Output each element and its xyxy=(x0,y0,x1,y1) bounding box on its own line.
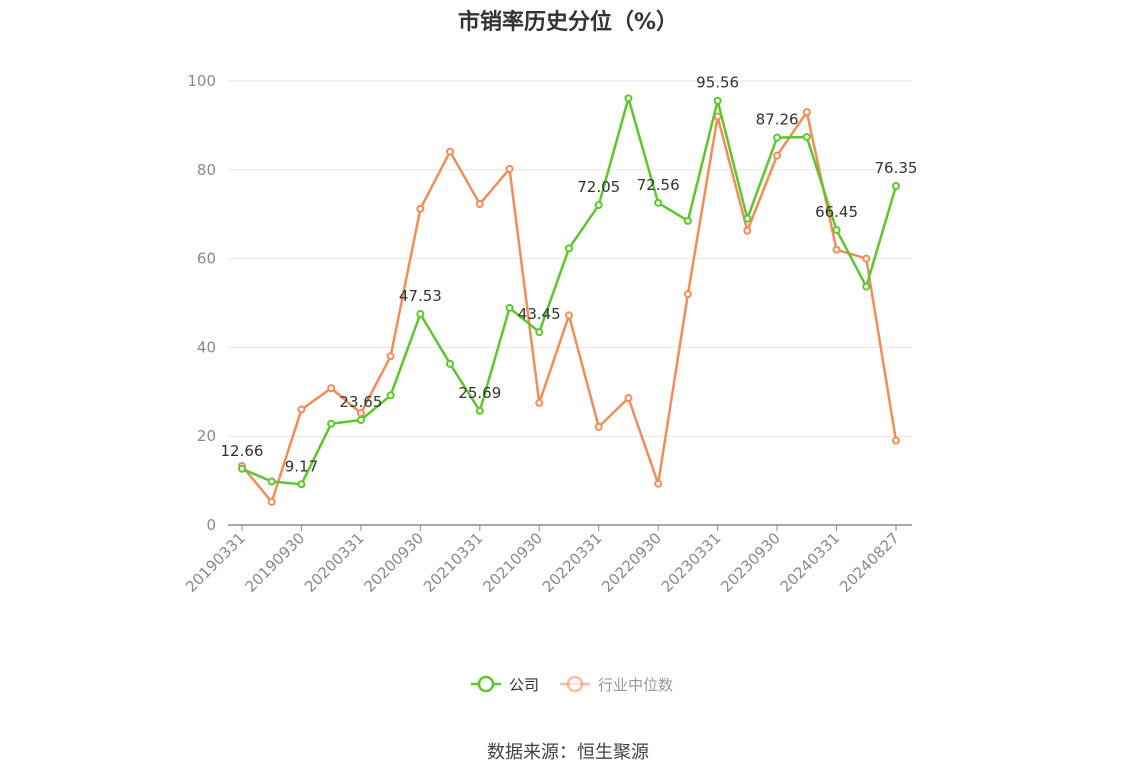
x-tick-label: 20200930 xyxy=(360,529,427,596)
data-point-company xyxy=(505,303,514,312)
data-point-company xyxy=(624,94,633,103)
data-point-industry xyxy=(743,226,752,235)
y-tick-label: 40 xyxy=(197,338,216,356)
x-tick-label: 20230930 xyxy=(717,529,784,596)
data-point-company xyxy=(238,464,246,473)
data-point-company xyxy=(535,328,544,337)
data-label: 25.69 xyxy=(458,384,501,402)
data-point-industry xyxy=(892,436,900,445)
x-tick-label: 20240827 xyxy=(836,529,903,596)
x-tick-label: 20200331 xyxy=(301,529,368,596)
y-tick-label: 100 xyxy=(187,72,216,90)
x-tick-label: 20220930 xyxy=(598,529,665,596)
y-tick-label: 20 xyxy=(197,427,216,445)
data-point-industry xyxy=(802,108,811,117)
legend: 公司 行业中位数 xyxy=(471,675,673,694)
x-tick-label: 20190930 xyxy=(242,529,309,596)
series-line-company xyxy=(241,97,898,486)
x-tick-label: 20220331 xyxy=(539,529,606,596)
data-label: 66.45 xyxy=(815,203,858,221)
data-label: 9.17 xyxy=(285,457,318,475)
data-point-company xyxy=(683,216,692,225)
x-tick-label: 20190331 xyxy=(182,529,249,596)
data-point-industry xyxy=(386,352,395,361)
data-label: 76.35 xyxy=(875,159,918,177)
legend-label: 公司 xyxy=(509,676,539,694)
data-point-company xyxy=(654,198,663,207)
data-point-industry xyxy=(713,112,722,121)
data-point-industry xyxy=(773,151,782,160)
x-tick-label: 20210930 xyxy=(479,529,546,596)
data-point-industry xyxy=(832,245,841,254)
grid-lines xyxy=(228,80,912,437)
series-lines xyxy=(238,94,900,506)
data-point-company xyxy=(356,415,365,424)
line-chart: 0 20 40 60 80 100 2019033120190930202003312020… xyxy=(182,72,918,694)
source-note: 数据来源：恒生聚源 xyxy=(487,742,649,763)
data-point-industry xyxy=(683,290,692,299)
data-point-industry xyxy=(565,311,573,320)
axes: 0 20 40 60 80 100 2019033120190930202003312020… xyxy=(182,72,912,596)
data-label: 87.26 xyxy=(756,111,799,129)
data-point-industry xyxy=(446,147,455,156)
data-point-company xyxy=(713,96,722,105)
y-tick-label: 80 xyxy=(197,161,216,179)
data-point-industry xyxy=(297,405,306,414)
data-point-industry xyxy=(475,199,484,208)
data-point-industry xyxy=(535,398,544,407)
data-point-industry xyxy=(267,497,276,506)
data-label: 72.05 xyxy=(577,178,620,196)
data-point-industry xyxy=(654,479,663,488)
data-point-company xyxy=(802,132,811,141)
data-point-company xyxy=(773,133,782,142)
data-point-industry xyxy=(356,409,365,418)
data-point-industry xyxy=(327,384,336,393)
x-tick-label: 20230331 xyxy=(658,529,725,596)
data-labels: 12.66 9.17 23.65 47.53 25.69 43.45 72.05 72.56 9… xyxy=(221,74,918,476)
data-label: 43.45 xyxy=(518,305,561,323)
data-point-company xyxy=(475,406,484,415)
data-point-industry xyxy=(862,254,871,263)
data-point-company xyxy=(594,201,603,210)
data-point-company xyxy=(832,225,841,234)
data-point-company xyxy=(416,309,425,318)
data-point-company xyxy=(862,282,871,291)
series-line-industry xyxy=(241,110,898,504)
legend-swatch-marker xyxy=(566,675,584,693)
data-point-company xyxy=(386,391,395,400)
data-label: 95.56 xyxy=(696,74,739,92)
x-tick-label: 20210331 xyxy=(420,529,487,596)
data-point-industry xyxy=(594,422,603,431)
legend-label: 行业中位数 xyxy=(598,676,673,694)
data-label: 23.65 xyxy=(339,393,382,411)
data-point-company xyxy=(743,214,752,223)
x-tick-label: 20240331 xyxy=(777,529,844,596)
data-point-company xyxy=(565,244,573,253)
data-point-company xyxy=(267,477,276,486)
data-point-industry xyxy=(505,164,514,173)
data-point-company xyxy=(327,419,336,428)
data-label: 72.56 xyxy=(637,176,680,194)
data-point-company xyxy=(446,359,455,368)
y-tick-label: 60 xyxy=(197,250,216,268)
chart-title: 市销率历史分位（%） xyxy=(457,10,679,35)
legend-swatch-marker xyxy=(477,675,495,693)
data-point-industry xyxy=(624,394,633,403)
data-point-industry xyxy=(416,204,425,213)
y-tick-label: 0 xyxy=(206,516,216,534)
data-label: 12.66 xyxy=(221,442,264,460)
data-point-company xyxy=(892,182,900,191)
data-label: 47.53 xyxy=(399,287,442,305)
data-point-company xyxy=(297,480,306,489)
